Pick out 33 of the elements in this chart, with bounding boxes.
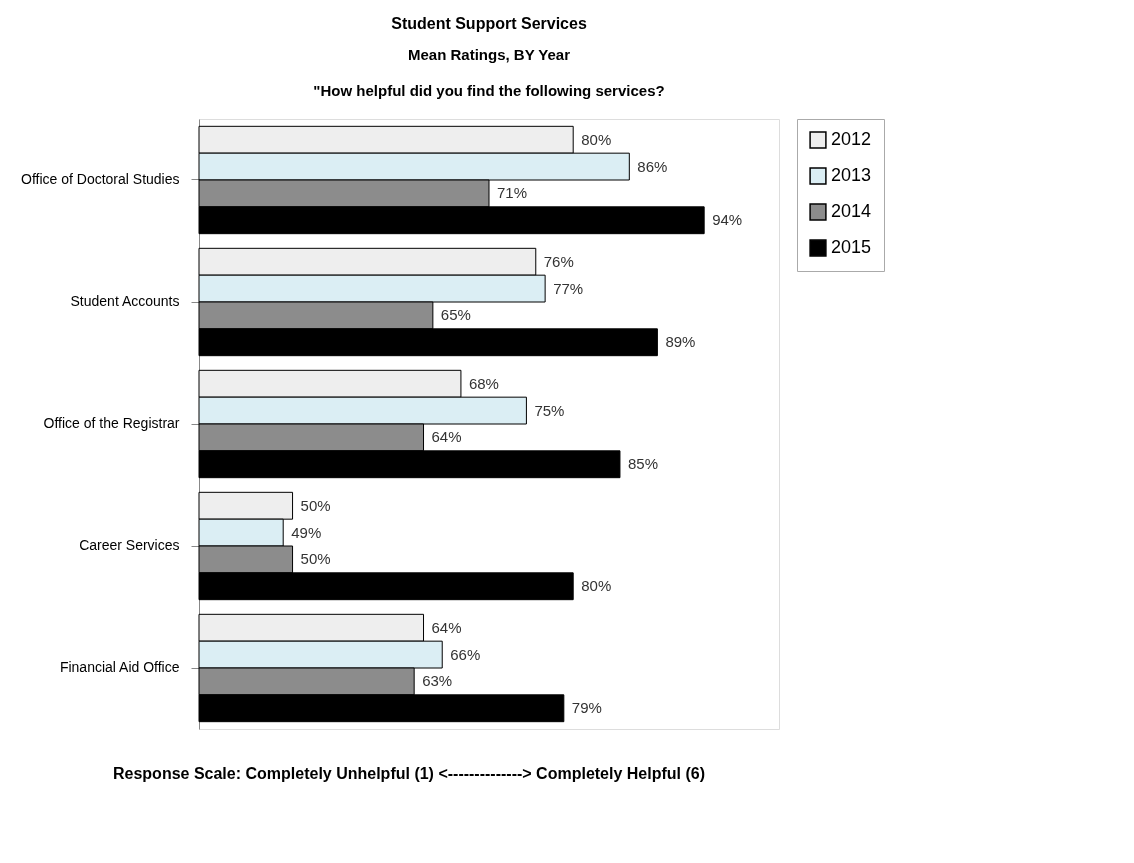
data-label: 77% [553,279,584,297]
data-label: 80% [581,577,612,595]
data-label: 50% [300,550,331,568]
data-label: 49% [291,523,322,541]
legend-label: 2014 [831,201,872,221]
y-tick-label: Office of the Registrar [43,415,180,431]
data-label: 71% [497,184,528,202]
legend-label: 2015 [831,237,872,257]
data-label: 63% [422,672,453,690]
y-tick-label: Career Services [79,537,180,553]
data-label: 86% [637,157,668,175]
legend-label: 2013 [831,165,872,185]
chart-title: Student Support Services [391,14,587,32]
text: "How helpful did you find the following services? [313,81,665,99]
data-label: 80% [581,130,612,148]
chart-subtitle: Mean Ratings, BY Year [407,45,571,63]
data-label: 94% [712,211,743,229]
data-label: 64% [431,618,462,636]
y-tick-label: Office of Doctoral Studies [21,171,180,187]
y-tick-label: Student Accounts [70,293,180,309]
data-label: 76% [543,252,574,270]
text: Response Scale: Completely Unhelpful (1) <--------------> Completely Helpful (6) [112,765,706,782]
data-label: 85% [627,455,658,473]
data-label: 79% [571,699,602,717]
data-label: 75% [534,401,565,419]
data-label: 68% [468,374,499,392]
data-label: 64% [431,428,462,446]
y-tick-label: Financial Aid Office [59,659,180,675]
data-label: 89% [665,333,696,351]
data-label: 50% [300,496,331,514]
data-label: 66% [450,645,481,663]
data-label: 65% [440,306,471,324]
legend-label: 2012 [831,129,872,149]
